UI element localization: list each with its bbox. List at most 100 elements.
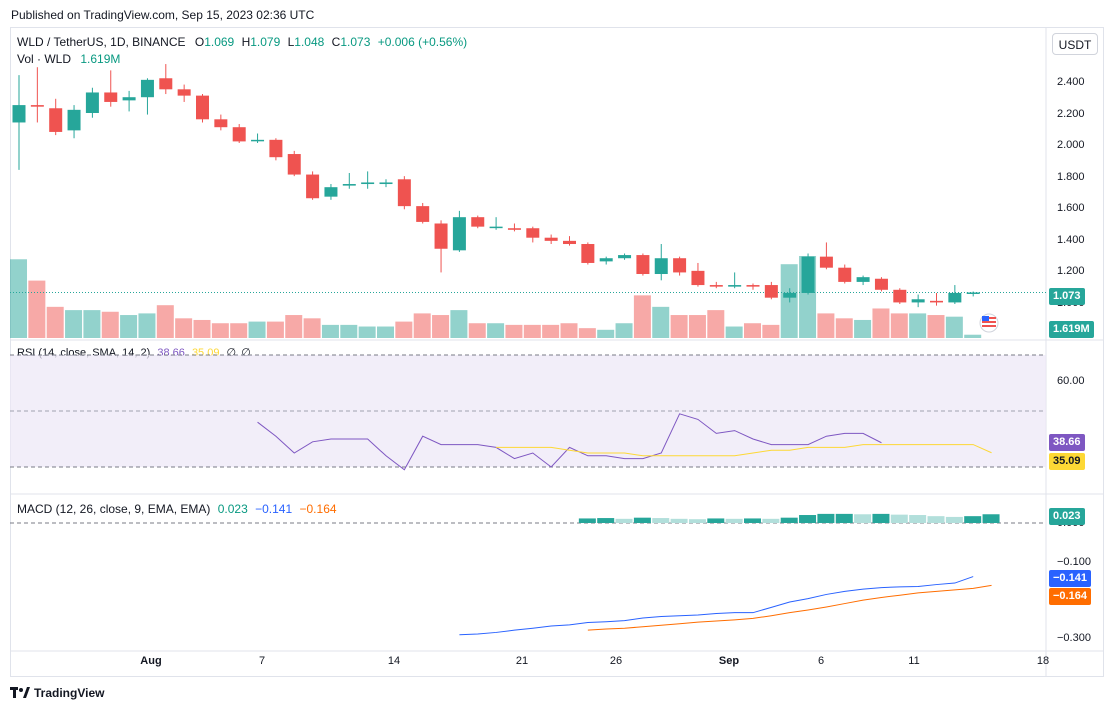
candle[interactable] [122,90,136,112]
candle[interactable] [930,292,943,306]
candle[interactable] [764,281,778,300]
candle[interactable] [599,256,613,265]
volume-bar [156,305,174,338]
candle[interactable] [856,275,870,286]
candle[interactable] [819,242,833,270]
candle[interactable] [471,215,485,229]
candle[interactable] [691,262,705,287]
volume-bar [688,315,706,338]
footer-brand[interactable]: TradingView [10,686,104,700]
candle-body [287,154,301,175]
candle[interactable] [12,75,26,170]
candle[interactable] [104,70,118,107]
candle[interactable] [85,87,99,118]
macd-histogram-bar [652,518,670,523]
volume-bar [413,313,431,338]
candle[interactable] [232,124,246,143]
candle-body [819,256,833,268]
candle[interactable] [893,288,907,304]
volume-bar [101,311,119,338]
candle[interactable] [728,272,742,289]
us-flag-icon[interactable] [979,313,999,333]
candle[interactable] [49,98,63,136]
candle[interactable] [342,172,356,189]
candle[interactable] [287,150,301,177]
macd-line-value: −0.141 [255,502,293,516]
candle[interactable] [177,84,191,102]
volume-bar [523,324,541,338]
macd-histogram-bar [945,516,963,523]
volume-bar [46,306,64,338]
open-label: O [194,35,205,49]
candle-body [306,174,320,199]
candle[interactable] [434,220,448,273]
macd-histogram-bar [799,515,817,523]
candle[interactable] [30,67,44,123]
candle[interactable] [507,223,521,232]
candle-body [764,285,778,298]
candle[interactable] [673,256,687,276]
volume-bar [633,295,651,338]
candle[interactable] [654,244,668,281]
candle[interactable] [489,217,503,230]
candle[interactable] [801,253,815,295]
candle[interactable] [306,171,320,200]
volume-bar [340,324,358,338]
candle[interactable] [526,226,540,243]
time-tick: 11 [908,655,920,667]
volume-bar [744,323,761,338]
candle[interactable] [379,179,393,188]
candle[interactable] [709,281,723,289]
macd-histogram-bar [909,515,927,523]
candle[interactable] [361,171,375,189]
macd-legend[interactable]: MACD (12, 26, close, 9, EMA, EMA) 0.023 … [17,502,337,516]
volume-bar [560,323,578,338]
candle[interactable] [746,283,760,290]
macd-histogram-bar [817,513,835,523]
candle[interactable] [948,285,962,304]
candle[interactable] [618,253,632,260]
candle[interactable] [874,277,888,292]
volume-bar [945,316,963,338]
volume-bar [652,306,670,338]
published-header: Published on TradingView.com, Sep 15, 20… [11,8,315,22]
candle[interactable] [563,236,576,246]
candle[interactable] [544,234,558,245]
high-value: 1.079 [250,35,281,49]
candle[interactable] [397,176,411,210]
candle[interactable] [214,114,228,131]
candle-body [966,292,980,294]
time-tick: 21 [515,655,529,667]
candle[interactable] [140,78,154,115]
symbol-legend[interactable]: WLD / TetherUS, 1D, BINANCE O1.069 H1.07… [17,35,467,49]
candle[interactable] [911,294,925,308]
candle[interactable] [67,105,81,139]
macd-histogram-bar [633,517,651,523]
candle[interactable] [251,133,265,143]
candle[interactable] [269,138,283,161]
open-value: 1.069 [204,35,235,49]
candle[interactable] [838,264,852,284]
price-tick: 1.600 [1057,202,1085,215]
candle[interactable] [196,94,209,123]
candle[interactable] [324,184,338,200]
candle-body [232,127,246,142]
candle-body [930,300,943,303]
volume-legend[interactable]: Vol · WLD 1.619M [17,52,120,66]
volume-bar [597,329,615,338]
candle[interactable] [636,253,650,276]
candle-body [526,228,540,238]
candle[interactable] [159,64,173,95]
candle[interactable] [452,210,466,252]
candle[interactable] [966,291,980,297]
candle[interactable] [783,288,797,303]
volume-bar [65,310,83,338]
macd-label: MACD (12, 26, close, 9, EMA, EMA) [17,502,211,516]
candle[interactable] [581,242,595,265]
volume-bar [10,259,27,338]
candle[interactable] [416,202,430,224]
volume-badge: 1.619M [1049,321,1094,338]
candle-body [159,78,173,90]
currency-button[interactable]: USDT [1052,33,1098,55]
